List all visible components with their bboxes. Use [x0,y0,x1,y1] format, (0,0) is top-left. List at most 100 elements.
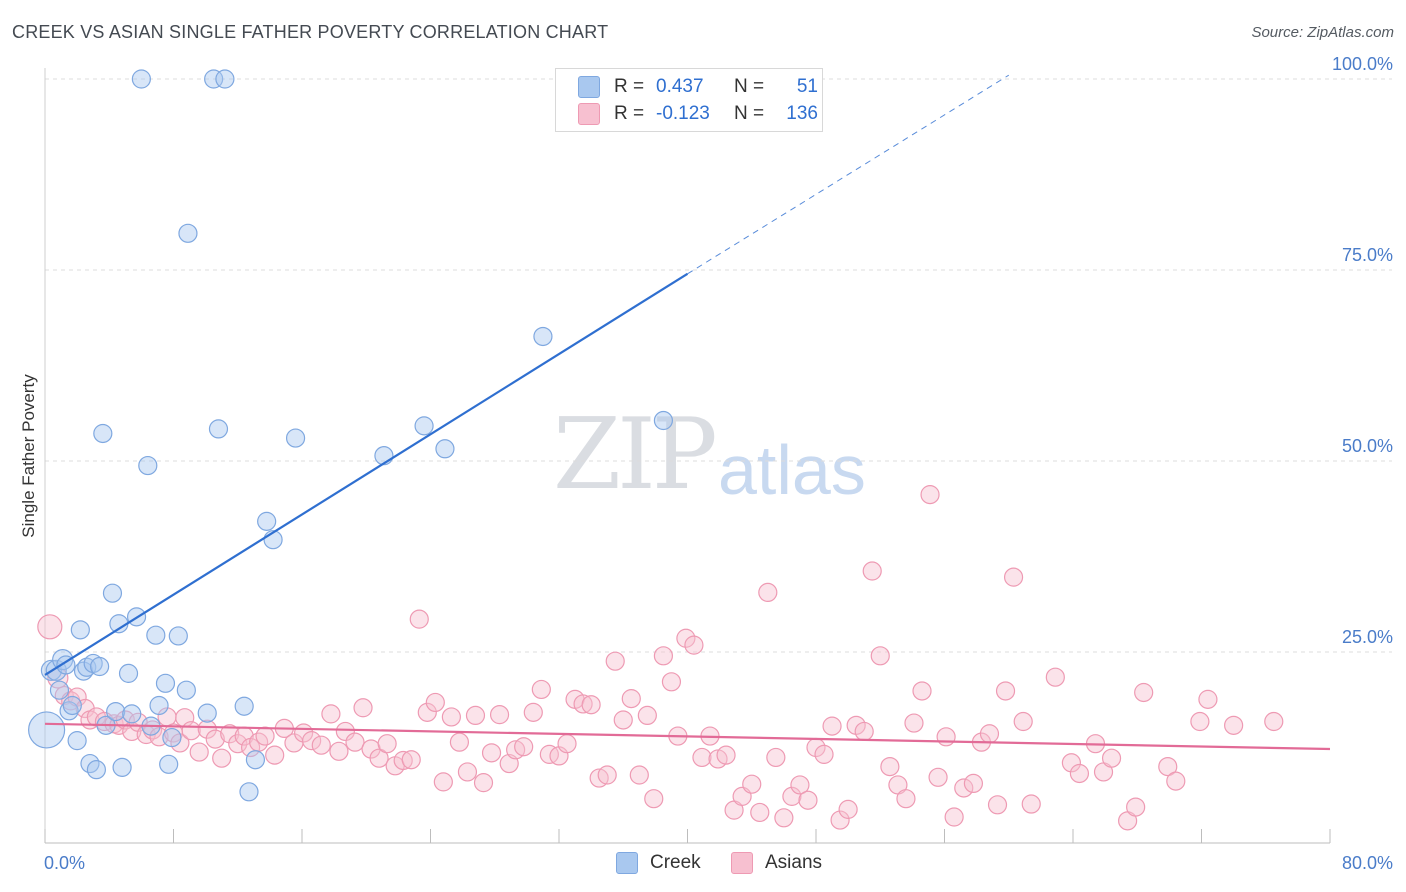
asians-point [613,710,633,730]
creek-point [245,750,266,770]
asians-point [954,778,974,798]
creek-point [414,416,434,436]
creek-point [374,446,394,466]
legend-n-label: N = [734,103,765,124]
asians-point [449,732,470,752]
asians-point [401,750,421,770]
creek-point [239,782,259,802]
creek-point [62,695,82,716]
asians-point [1003,567,1024,587]
creek-point [146,625,166,645]
creek-point [176,680,196,700]
series-label-creek: Creek [650,852,701,873]
asians-point [539,744,559,764]
asians-point [920,485,940,505]
creek-point [138,455,158,476]
creek-trend-extension [687,74,1010,275]
asians-point [758,582,778,603]
legend-swatch-asians [578,103,600,125]
asians-point [854,721,874,742]
legend-r-label: R = [614,76,645,97]
chart-title: CREEK VS ASIAN SINGLE FATHER POVERTY COR… [12,22,609,42]
asians-point [774,808,794,828]
asians-point [345,732,365,752]
asians-point [870,646,890,666]
creek-point [159,754,179,774]
asians-point [481,743,502,763]
creek-point [49,680,70,700]
asians-point [425,692,445,713]
asians-point [433,772,453,792]
creek-point [168,626,188,646]
creek-point [204,69,224,89]
asians-point [684,635,704,655]
asians-point [1264,711,1284,732]
creek-point [155,673,176,693]
y-tick-label: 75.0% [1342,245,1393,265]
asians-point [661,672,682,692]
asians-point [523,702,543,722]
asians-point [457,762,478,782]
asians-point [302,731,322,751]
correlation-legend: R = 0.437 N = 51 R = -0.123 N = 136 [555,68,823,132]
creek-point [59,701,79,721]
asians-point [377,734,397,754]
asians-point [228,734,248,754]
x-tick-label-max: 80.0% [1342,853,1393,873]
asians-point [830,810,850,830]
legend-n-value: 51 [796,76,818,97]
creek-point [112,757,132,777]
legend-r-value: 0.437 [656,76,704,97]
asians-point [573,694,593,714]
creek-point [234,696,254,716]
asians-point [1061,753,1081,773]
asians-point [557,734,577,754]
asians-point [212,748,232,768]
creek-point [208,419,229,439]
creek-point [162,727,182,748]
asians-point [637,705,657,726]
asians-point [692,747,712,768]
asians-point [181,721,201,741]
asians-point [393,750,413,771]
asians-point [838,799,858,819]
legend-n-value: 136 [786,103,818,124]
asians-point [255,726,275,746]
asians-point [904,713,924,733]
asians-point [822,716,842,736]
creek-point [285,428,306,448]
creek-point [178,223,198,243]
creek-point [102,583,123,603]
asians-point [653,646,674,666]
asians-point [1045,667,1065,687]
asians-point [465,705,486,726]
series-legend-asians[interactable]: Asians [731,852,822,874]
creek-point [197,703,217,723]
asians-point [880,756,900,777]
asians-point [629,765,649,785]
creek-point [90,656,110,677]
creek-point [86,760,107,780]
asians-point [189,742,209,762]
asians-point [987,795,1008,815]
chart-source: Source: ZipAtlas.com [1251,24,1394,41]
y-axis-title: Single Father Poverty [19,374,38,538]
asians-point [581,695,601,715]
asians-point [750,802,770,823]
asians-point [417,702,437,722]
asians-point [814,744,834,764]
asians-point [409,609,429,629]
series-legend-creek[interactable]: Creek [616,852,701,874]
asians-point [979,724,1000,744]
asians-point [896,789,916,809]
asians-point [1224,715,1244,735]
y-tick-label: 100.0% [1332,54,1393,74]
creek-point [118,663,139,683]
creek-point [435,439,455,459]
legend-r-value: -0.123 [656,103,710,124]
legend-row-asians: R = -0.123 N = 136 [578,101,818,127]
asians-point [742,774,762,794]
y-tick-label: 25.0% [1342,627,1393,647]
asians-point [1158,756,1178,777]
